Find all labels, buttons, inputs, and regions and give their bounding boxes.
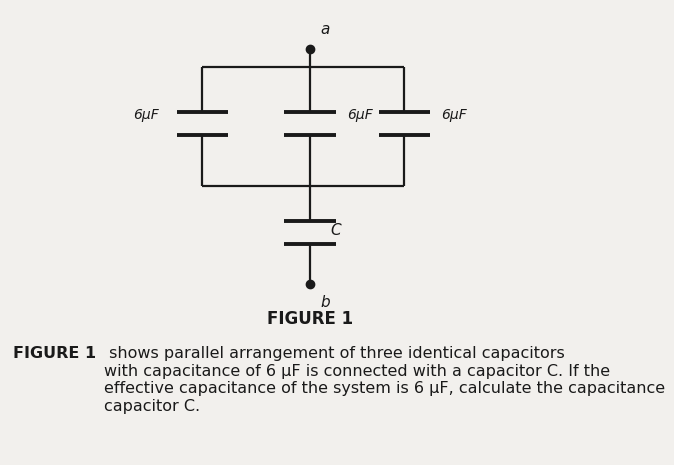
Text: a: a bbox=[320, 22, 330, 37]
Text: shows parallel arrangement of three identical capacitors
with capacitance of 6 μ: shows parallel arrangement of three iden… bbox=[104, 346, 666, 414]
Text: b: b bbox=[320, 295, 330, 310]
Text: C: C bbox=[330, 223, 341, 238]
Text: FIGURE 1: FIGURE 1 bbox=[267, 310, 353, 327]
Text: 6μF: 6μF bbox=[133, 108, 158, 122]
Text: 6μF: 6μF bbox=[347, 108, 373, 122]
Text: FIGURE 1: FIGURE 1 bbox=[13, 346, 96, 361]
Text: 6μF: 6μF bbox=[441, 108, 467, 122]
